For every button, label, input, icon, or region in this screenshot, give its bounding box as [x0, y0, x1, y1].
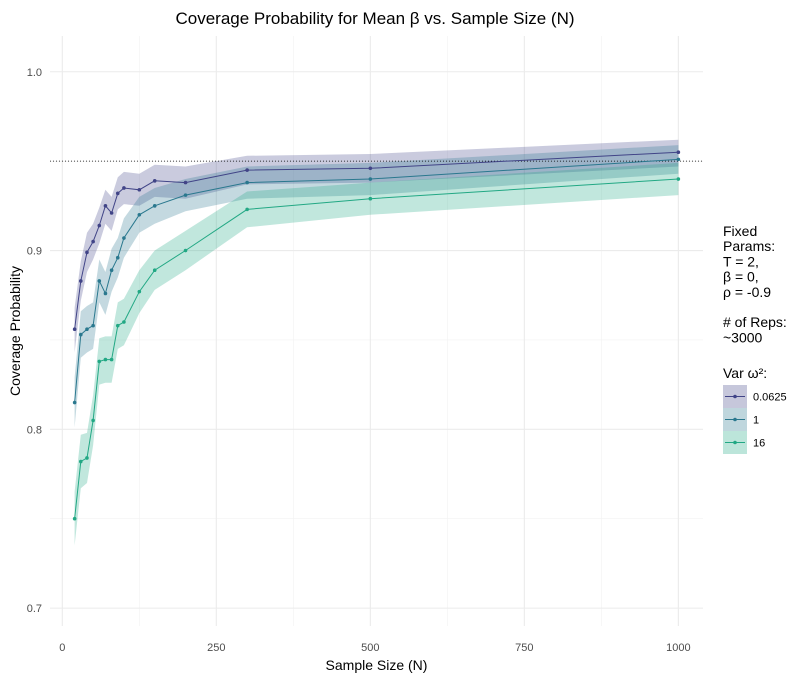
legend-key-point: [733, 394, 737, 399]
data-point-16: [676, 177, 681, 181]
data-point-0.0625: [85, 250, 89, 255]
x-tick-label: 1000: [666, 642, 690, 654]
data-point-0.0625: [72, 327, 77, 332]
legend-entry-label: 1: [753, 415, 759, 427]
y-axis-ticks: 0.7 0.8 0.9 1.0: [27, 67, 42, 615]
data-point-1: [85, 327, 89, 332]
data-point-1: [368, 177, 373, 181]
data-point-1: [115, 255, 120, 260]
y-tick-label: 0.7: [27, 603, 42, 615]
data-point-1: [245, 180, 249, 185]
data-point-16: [183, 248, 188, 253]
data-point-0.0625: [97, 223, 102, 228]
data-point-0.0625: [152, 179, 157, 183]
data-point-16: [368, 196, 373, 201]
data-point-1: [137, 212, 142, 217]
legend-note-line: Params:: [723, 238, 775, 254]
data-point-1: [103, 291, 108, 296]
data-point-1: [91, 323, 95, 328]
legend-key-point: [733, 417, 737, 422]
legend-note-line: Fixed: [723, 223, 757, 239]
data-point-16: [115, 323, 120, 328]
legend-title: Var ω²:: [723, 365, 767, 381]
confidence-bands: [74, 139, 679, 546]
data-point-16: [122, 320, 126, 324]
data-point-16: [152, 268, 157, 273]
data-point-0.0625: [245, 168, 249, 172]
y-tick-label: 0.9: [27, 246, 42, 258]
data-point-16: [72, 516, 77, 521]
data-point-16: [109, 357, 114, 362]
data-point-16: [103, 357, 108, 362]
series-points: [72, 150, 681, 521]
legend-entry-label: 0.0625: [753, 392, 787, 404]
x-tick-label: 250: [207, 642, 225, 654]
x-tick-label: 500: [361, 642, 379, 654]
data-point-16: [245, 207, 249, 212]
data-point-0.0625: [122, 186, 126, 190]
legend-note-line: T = 2,: [723, 253, 759, 269]
data-point-16: [97, 359, 102, 364]
legend-key-point: [733, 440, 737, 445]
data-point-1: [152, 204, 157, 208]
legend-key-0.0625: 0.0625: [723, 385, 787, 408]
confidence-band-16: [74, 162, 679, 546]
data-point-0.0625: [109, 211, 114, 215]
y-axis-title: Coverage Probability: [7, 266, 23, 396]
x-axis-ticks: 0 250 500 750 1000: [59, 642, 690, 654]
x-tick-label: 750: [515, 642, 533, 654]
x-axis-title: Sample Size (N): [326, 657, 428, 673]
data-point-1: [183, 193, 188, 197]
series-line-16: [74, 178, 679, 519]
data-point-0.0625: [368, 166, 373, 171]
data-point-16: [137, 289, 142, 294]
data-point-0.0625: [137, 187, 142, 192]
chart-title: Coverage Probability for Mean β vs. Samp…: [175, 9, 574, 28]
confidence-band-1: [74, 145, 679, 428]
data-point-16: [85, 456, 89, 460]
legend-entry-label: 16: [753, 438, 765, 450]
legend-note-line: # of Reps:: [723, 314, 787, 330]
legend-key-16: 16: [723, 431, 765, 454]
y-tick-label: 0.8: [27, 424, 42, 436]
y-tick-label: 1.0: [27, 67, 42, 79]
data-point-1: [97, 279, 102, 283]
legend-key-1: 1: [723, 408, 759, 431]
legend-note-line: ~3000: [723, 329, 763, 345]
legend-note-line: β = 0,: [723, 269, 759, 285]
data-point-1: [122, 236, 126, 240]
data-point-1: [72, 400, 77, 405]
data-point-1: [676, 157, 681, 162]
data-point-1: [109, 268, 114, 273]
legend-note-line: ρ = -0.9: [723, 284, 771, 300]
data-point-0.0625: [676, 150, 681, 155]
data-point-1: [79, 332, 83, 337]
data-point-0.0625: [183, 180, 188, 185]
data-point-0.0625: [79, 279, 83, 283]
data-point-0.0625: [115, 191, 120, 196]
confidence-band-0.0625: [74, 139, 679, 353]
data-point-16: [91, 418, 95, 423]
data-point-0.0625: [91, 239, 95, 244]
data-point-0.0625: [103, 204, 108, 208]
x-tick-label: 0: [59, 642, 65, 654]
data-point-16: [79, 459, 83, 464]
grid: [50, 36, 703, 626]
legend-keys: 0.0625 1 16: [723, 385, 787, 454]
